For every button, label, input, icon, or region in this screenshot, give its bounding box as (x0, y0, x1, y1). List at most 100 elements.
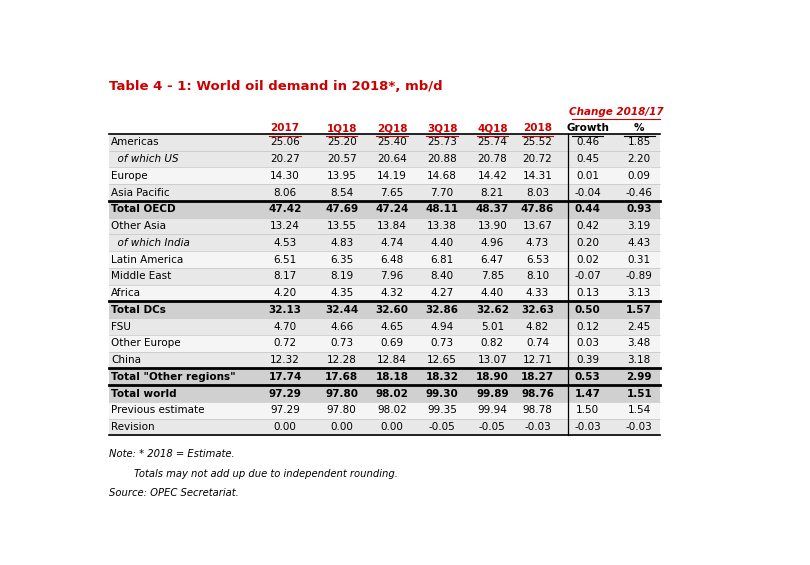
Text: 17.74: 17.74 (268, 372, 302, 382)
Text: 13.24: 13.24 (271, 221, 301, 231)
Text: 7.70: 7.70 (431, 188, 454, 198)
Text: -0.03: -0.03 (524, 422, 551, 432)
Text: 18.18: 18.18 (375, 372, 408, 382)
Text: 4.66: 4.66 (330, 321, 353, 332)
Text: Revision: Revision (111, 422, 155, 432)
Bar (109, 385, 660, 402)
Text: of which India: of which India (111, 238, 190, 248)
Text: Change 2018/17: Change 2018/17 (569, 107, 663, 117)
Text: 0.02: 0.02 (576, 255, 599, 264)
Text: 32.62: 32.62 (475, 305, 509, 315)
Text: 0.20: 0.20 (576, 238, 599, 248)
Text: 0.46: 0.46 (576, 137, 599, 147)
Text: -0.89: -0.89 (626, 271, 653, 281)
Bar (109, 251, 660, 268)
Text: 32.60: 32.60 (375, 305, 408, 315)
Text: 1.51: 1.51 (626, 389, 652, 398)
Text: of which US: of which US (111, 154, 179, 164)
Text: 12.71: 12.71 (522, 355, 552, 365)
Text: Total world: Total world (111, 389, 177, 398)
Text: Latin America: Latin America (111, 255, 184, 264)
Text: 0.50: 0.50 (575, 305, 601, 315)
Text: 0.00: 0.00 (381, 422, 403, 432)
Bar (109, 134, 660, 151)
Text: 48.11: 48.11 (425, 205, 458, 214)
Text: 32.44: 32.44 (325, 305, 358, 315)
Bar (109, 335, 660, 351)
Text: 25.52: 25.52 (522, 137, 552, 147)
Text: 0.73: 0.73 (431, 338, 454, 348)
Text: 4.70: 4.70 (274, 321, 296, 332)
Text: 0.72: 0.72 (274, 338, 296, 348)
Text: China: China (111, 355, 141, 365)
Text: 97.29: 97.29 (271, 405, 301, 415)
Text: Total "Other regions": Total "Other regions" (111, 372, 236, 382)
Text: 4.40: 4.40 (431, 238, 454, 248)
Text: 20.64: 20.64 (377, 154, 407, 164)
Text: 0.09: 0.09 (628, 171, 650, 181)
Text: 7.65: 7.65 (380, 188, 403, 198)
Text: 12.65: 12.65 (427, 355, 457, 365)
Text: -0.05: -0.05 (428, 422, 455, 432)
Bar (109, 285, 660, 301)
Text: 4.53: 4.53 (274, 238, 296, 248)
Text: 13.67: 13.67 (522, 221, 552, 231)
Text: 0.69: 0.69 (381, 338, 403, 348)
Text: 99.35: 99.35 (427, 405, 457, 415)
Text: 12.84: 12.84 (377, 355, 407, 365)
Text: 3.13: 3.13 (628, 288, 651, 298)
Text: 6.81: 6.81 (430, 255, 454, 264)
Bar (109, 268, 660, 285)
Text: 1.50: 1.50 (576, 405, 599, 415)
Text: 1Q18: 1Q18 (326, 124, 357, 133)
Text: 4Q18: 4Q18 (477, 124, 508, 133)
Text: -0.03: -0.03 (574, 422, 601, 432)
Bar (109, 318, 660, 335)
Text: 25.06: 25.06 (271, 137, 300, 147)
Text: 99.30: 99.30 (426, 389, 458, 398)
Text: 18.90: 18.90 (476, 372, 509, 382)
Text: Total DCs: Total DCs (111, 305, 166, 315)
Text: 1.85: 1.85 (628, 137, 651, 147)
Text: 8.17: 8.17 (274, 271, 296, 281)
Text: -0.05: -0.05 (479, 422, 505, 432)
Text: Asia Pacific: Asia Pacific (111, 188, 170, 198)
Text: 4.82: 4.82 (526, 321, 549, 332)
Text: -0.03: -0.03 (626, 422, 653, 432)
Text: -0.07: -0.07 (574, 271, 601, 281)
Text: 20.27: 20.27 (271, 154, 300, 164)
Text: 97.29: 97.29 (269, 389, 301, 398)
Text: Africa: Africa (111, 288, 141, 298)
Text: 1.54: 1.54 (628, 405, 651, 415)
Text: 32.13: 32.13 (269, 305, 301, 315)
Text: 5.01: 5.01 (481, 321, 504, 332)
Bar (109, 301, 660, 318)
Text: 0.73: 0.73 (330, 338, 353, 348)
Text: 20.88: 20.88 (427, 154, 457, 164)
Text: 14.42: 14.42 (477, 171, 507, 181)
Text: Note: * 2018 = Estimate.: Note: * 2018 = Estimate. (109, 449, 234, 459)
Text: 0.74: 0.74 (526, 338, 549, 348)
Text: 0.53: 0.53 (575, 372, 601, 382)
Text: 14.31: 14.31 (522, 171, 552, 181)
Text: 0.31: 0.31 (628, 255, 650, 264)
Text: Totals may not add up due to independent rounding.: Totals may not add up due to independent… (109, 469, 398, 479)
Text: 6.51: 6.51 (274, 255, 296, 264)
Text: 0.00: 0.00 (330, 422, 353, 432)
Text: 4.32: 4.32 (380, 288, 403, 298)
Bar (109, 402, 660, 419)
Text: Other Asia: Other Asia (111, 221, 166, 231)
Text: Source: OPEC Secretariat.: Source: OPEC Secretariat. (109, 489, 238, 498)
Text: 0.00: 0.00 (274, 422, 296, 432)
Text: 13.84: 13.84 (377, 221, 407, 231)
Text: 4.33: 4.33 (526, 288, 549, 298)
Text: 47.86: 47.86 (521, 205, 554, 214)
Text: 25.74: 25.74 (477, 137, 507, 147)
Text: 4.83: 4.83 (330, 238, 353, 248)
Text: 4.65: 4.65 (380, 321, 403, 332)
Text: Europe: Europe (111, 171, 148, 181)
Text: 4.40: 4.40 (481, 288, 504, 298)
Text: 14.19: 14.19 (377, 171, 407, 181)
Text: 98.78: 98.78 (522, 405, 552, 415)
Text: 12.28: 12.28 (326, 355, 356, 365)
